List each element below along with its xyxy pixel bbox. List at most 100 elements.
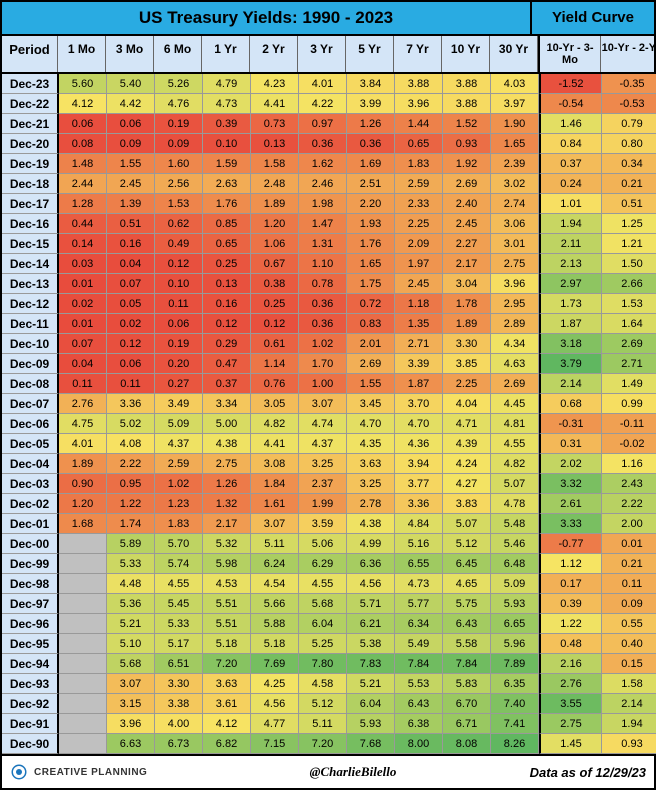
yield-cell: 1.20: [251, 214, 299, 234]
yield-cell: 3.61: [203, 694, 251, 714]
table-row: Dec-090.040.060.200.471.141.702.693.393.…: [2, 354, 654, 374]
yield-cell: 4.37: [155, 434, 203, 454]
yield-cell: 5.89: [107, 534, 155, 554]
period-cell: Dec-06: [2, 414, 59, 434]
yield-cell: 0.25: [203, 254, 251, 274]
yield-cell: 5.33: [107, 554, 155, 574]
col-header: 10 Yr: [442, 36, 490, 72]
yield-cell: 0.37: [203, 374, 251, 394]
period-cell: Dec-00: [2, 534, 59, 554]
period-cell: Dec-15: [2, 234, 59, 254]
curve-cell: 1.53: [602, 294, 656, 314]
yield-cell: 3.70: [395, 394, 443, 414]
table-row: Dec-054.014.084.374.384.414.374.354.364.…: [2, 434, 654, 454]
yield-cell: 6.71: [443, 714, 491, 734]
yield-cell: 5.12: [299, 694, 347, 714]
yield-cell: 1.32: [203, 494, 251, 514]
yield-cell: 1.53: [155, 194, 203, 214]
curve-cell: 1.94: [602, 714, 656, 734]
period-cell: Dec-19: [2, 154, 59, 174]
yield-cell: 4.70: [347, 414, 395, 434]
yield-cell: 1.18: [395, 294, 443, 314]
yield-cell: 5.49: [395, 634, 443, 654]
period-cell: Dec-18: [2, 174, 59, 194]
yield-cell: 4.01: [299, 74, 347, 94]
yield-cell: [59, 694, 107, 714]
yield-cell: 1.69: [347, 154, 395, 174]
yield-cell: 1.93: [347, 214, 395, 234]
curve-cell: 1.16: [602, 454, 656, 474]
yield-cell: 1.98: [299, 194, 347, 214]
yield-cell: 1.02: [299, 334, 347, 354]
period-cell: Dec-11: [2, 314, 59, 334]
yield-cell: 6.63: [107, 734, 155, 754]
period-cell: Dec-03: [2, 474, 59, 494]
yield-cell: 0.62: [155, 214, 203, 234]
curve-cell: 2.76: [539, 674, 602, 694]
table-row: Dec-160.440.510.620.851.201.471.932.252.…: [2, 214, 654, 234]
yield-cell: 6.21: [347, 614, 395, 634]
curve-cell: 0.99: [602, 394, 656, 414]
col-header: 5 Yr: [346, 36, 394, 72]
yield-cell: 5.83: [443, 674, 491, 694]
yield-cell: 5.38: [347, 634, 395, 654]
table-row: Dec-080.110.110.270.370.761.001.551.872.…: [2, 374, 654, 394]
col-header: 2 Yr: [250, 36, 298, 72]
yield-cell: 0.36: [299, 294, 347, 314]
yield-cell: 0.72: [347, 294, 395, 314]
yield-cell: 1.97: [395, 254, 443, 274]
table-row: Dec-005.895.705.325.115.064.995.165.125.…: [2, 534, 654, 554]
curve-cell: 0.01: [602, 534, 656, 554]
yield-cell: 3.07: [107, 674, 155, 694]
yield-cell: 5.68: [107, 654, 155, 674]
yield-cell: 5.71: [347, 594, 395, 614]
yield-cell: 3.88: [395, 74, 443, 94]
yield-cell: 4.38: [203, 434, 251, 454]
yield-cell: 4.00: [155, 714, 203, 734]
table-row: Dec-975.365.455.515.665.685.715.775.755.…: [2, 594, 654, 614]
yield-cell: 4.01: [59, 434, 107, 454]
yield-cell: 0.25: [251, 294, 299, 314]
yield-cell: 1.70: [299, 354, 347, 374]
yield-cell: 4.41: [251, 434, 299, 454]
yield-cell: 7.20: [203, 654, 251, 674]
yield-cell: 4.56: [347, 574, 395, 594]
yield-cell: 3.06: [491, 214, 539, 234]
yield-cell: 3.84: [347, 74, 395, 94]
yield-cell: 0.61: [251, 334, 299, 354]
yield-cell: 5.70: [155, 534, 203, 554]
curve-cell: 3.79: [539, 354, 602, 374]
table-row: Dec-150.140.160.490.651.061.311.762.092.…: [2, 234, 654, 254]
curve-cell: 1.46: [539, 114, 602, 134]
yield-cell: 4.27: [443, 474, 491, 494]
yield-cell: 2.63: [203, 174, 251, 194]
yield-cell: 5.77: [395, 594, 443, 614]
curve-cell: 2.00: [602, 514, 656, 534]
yield-cell: 5.18: [251, 634, 299, 654]
yield-cell: 2.09: [395, 234, 443, 254]
yield-cell: 7.40: [491, 694, 539, 714]
yield-cell: 3.88: [443, 94, 491, 114]
yield-cell: 1.83: [155, 514, 203, 534]
yield-cell: 0.49: [155, 234, 203, 254]
yield-cell: 6.48: [491, 554, 539, 574]
curve-cell: 0.80: [602, 134, 656, 154]
yield-cell: 1.06: [251, 234, 299, 254]
yield-cell: 0.12: [155, 254, 203, 274]
yield-cell: 0.10: [203, 134, 251, 154]
curve-cell: 2.22: [602, 494, 656, 514]
col-header: 30 Yr: [490, 36, 538, 72]
period-cell: Dec-90: [2, 734, 59, 754]
table-row: Dec-030.900.951.021.261.842.373.253.774.…: [2, 474, 654, 494]
yield-cell: 1.78: [443, 294, 491, 314]
yield-cell: 5.98: [203, 554, 251, 574]
yield-cell: 7.80: [299, 654, 347, 674]
yield-cell: 2.27: [443, 234, 491, 254]
yield-cell: 3.30: [155, 674, 203, 694]
yield-cell: 1.75: [347, 274, 395, 294]
yield-cell: 4.37: [299, 434, 347, 454]
yield-cell: 2.44: [59, 174, 107, 194]
curve-cell: 2.75: [539, 714, 602, 734]
yield-cell: 4.70: [395, 414, 443, 434]
yield-cell: 4.22: [299, 94, 347, 114]
